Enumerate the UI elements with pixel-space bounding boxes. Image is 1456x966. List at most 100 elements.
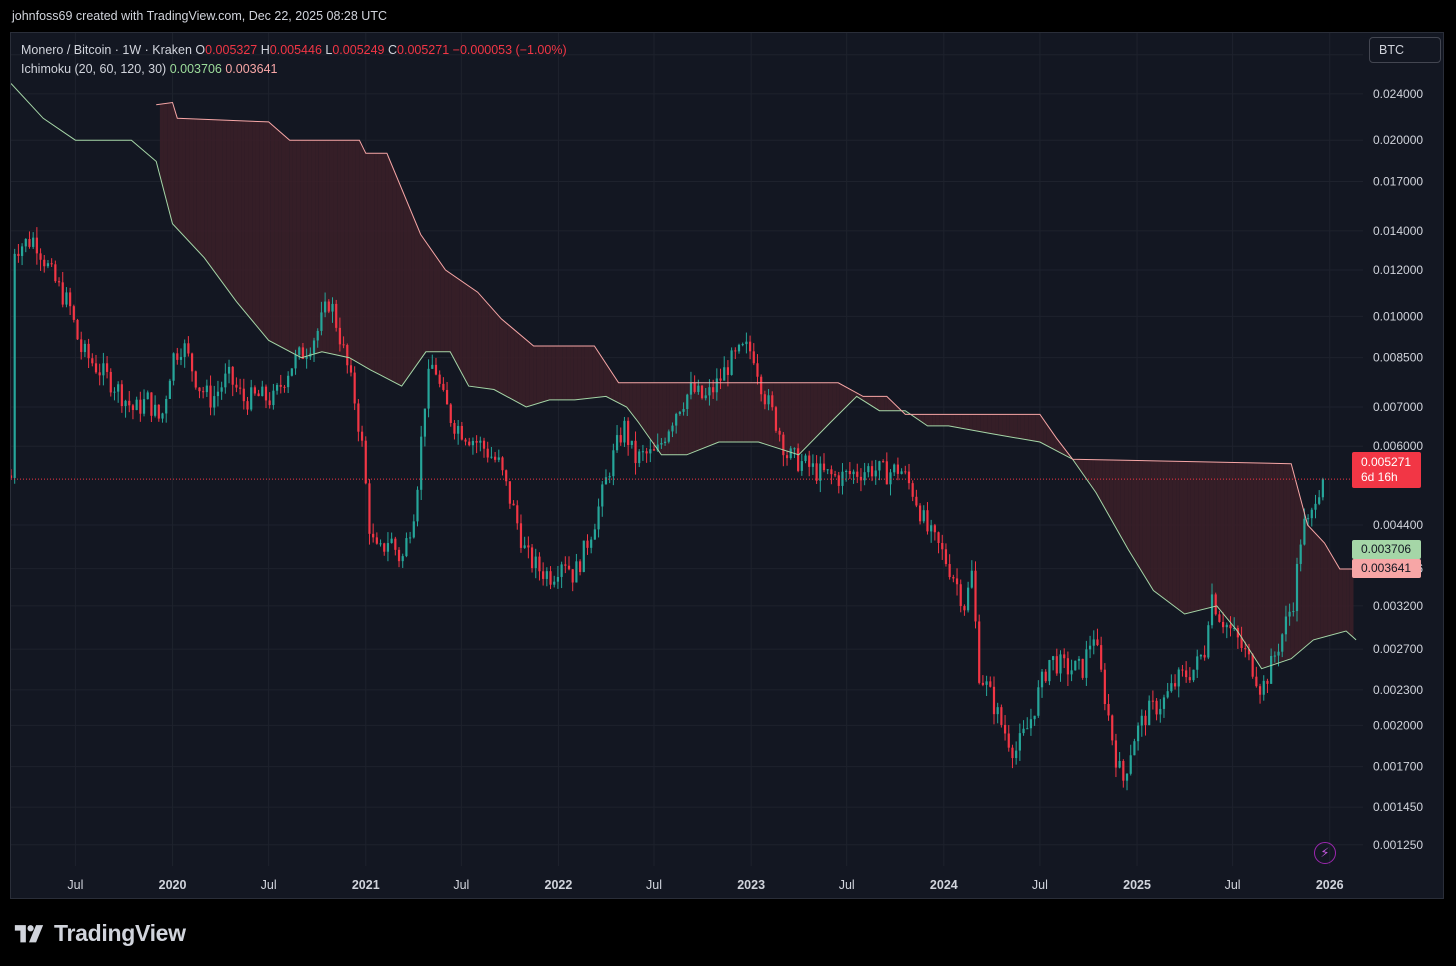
cloud-segment [307,140,312,356]
candle-body [1088,645,1092,650]
candle-body [109,371,112,393]
candle-body [734,350,737,352]
candle-body [117,384,120,392]
candle-body [1310,509,1313,519]
cloud-segment [363,147,367,368]
cloud-segment [570,345,574,400]
cloud-segment [529,342,534,407]
cloud-segment [1253,462,1258,663]
candle-body [50,263,53,265]
candle-body [1096,639,1099,646]
cloud-segment [1242,462,1247,645]
candle-body [409,537,412,539]
ichimoku-cloud [159,102,1354,668]
candle-body [1111,715,1114,741]
cloud-segment [754,382,759,442]
candle-body [501,457,504,471]
candle-body [697,385,700,392]
cloud-segment [1116,460,1121,537]
y-tick-label: 0.020000 [1373,133,1423,147]
candle-body [519,523,523,548]
lightning-icon[interactable]: ⚡ [1314,842,1336,864]
cloud-segment [884,396,888,411]
indicator-title[interactable]: Ichimoku (20, 60, 120, 30) [21,62,167,76]
candle-body [497,457,500,460]
cloud-segment [732,382,737,442]
candle-body [142,399,146,414]
candle-body [383,543,386,552]
candle-body [83,343,87,353]
cloud-segment [1179,461,1184,614]
candle-body [279,384,282,387]
candle-body [150,392,153,416]
cloud-segment [1046,424,1051,448]
candle-body [763,394,766,405]
indicator-legend-row: Ichimoku (20, 60, 120, 30) 0.003706 0.00… [21,60,567,79]
cloud-segment [1190,461,1195,613]
cloud-segment [1224,462,1228,620]
candle-body [952,577,955,579]
x-tick-label: Jul [67,878,83,892]
currency-button[interactable]: BTC [1369,37,1441,63]
cloud-segment [547,345,552,401]
cloud-segment [270,123,275,344]
cloud-segment [496,312,500,393]
open-label: O [195,43,206,57]
cloud-segment [1035,414,1040,442]
candle-body [298,347,301,355]
candle-body [227,366,231,374]
candle-body [1029,719,1033,729]
cloud-segment [917,414,922,422]
candle-body [1188,677,1191,681]
cloud-segment [1209,462,1214,608]
cloud-segment [1105,459,1110,517]
cloud-segment [1076,459,1081,470]
candle-body [176,353,179,360]
senkou-span-b-line [156,101,1357,570]
cloud-segment [352,140,356,362]
cloud-segment [444,268,449,352]
candle-body [1281,634,1284,652]
candle-body [305,356,308,359]
last-price-value: 0.005271 [1361,455,1412,469]
cloud-segment [566,345,571,400]
brand-name: TradingView [54,919,186,946]
candle-body [43,259,46,267]
symbol-description[interactable]: Monero / Bitcoin · 1W · Kraken [21,43,192,57]
cloud-segment [972,414,977,431]
candle-body [57,281,61,283]
cloud-segment [751,382,755,442]
candle-body [135,399,138,410]
cloud-segment [237,120,242,308]
x-tick-label: 2025 [1123,878,1151,892]
cloud-segment [1220,462,1225,615]
cloud-segment [588,345,593,399]
tradingview-brand[interactable]: TradingView [12,918,186,948]
candle-body [970,570,973,588]
cloud-segment [1290,463,1295,659]
cloud-segment [832,382,837,421]
candle-body [719,378,722,381]
low-value: 0.005249 [332,43,385,57]
chart-pane[interactable]: 0.0280000.0240000.0200000.0170000.014000… [10,32,1444,899]
candle-body [708,387,711,396]
candle-body [364,440,367,484]
cloud-segment [381,153,386,378]
candle-body [1015,750,1018,759]
cloud-segment [274,126,279,346]
candle-body [619,435,622,443]
candle-body [1273,655,1276,657]
candle-body [1210,594,1214,626]
cloud-segment [969,414,973,431]
cloud-segment [219,119,223,283]
cloud-segment [858,393,863,400]
candle-body [1155,700,1158,715]
price-chart[interactable]: 0.0280000.0240000.0200000.0170000.014000… [11,33,1444,899]
cloud-segment [1298,489,1302,653]
cloud-segment [618,381,622,405]
candle-body [224,373,227,388]
candle-body [863,472,866,481]
cloud-segment [943,414,947,426]
cloud-segment [451,274,456,362]
cloud-segment [688,382,693,455]
